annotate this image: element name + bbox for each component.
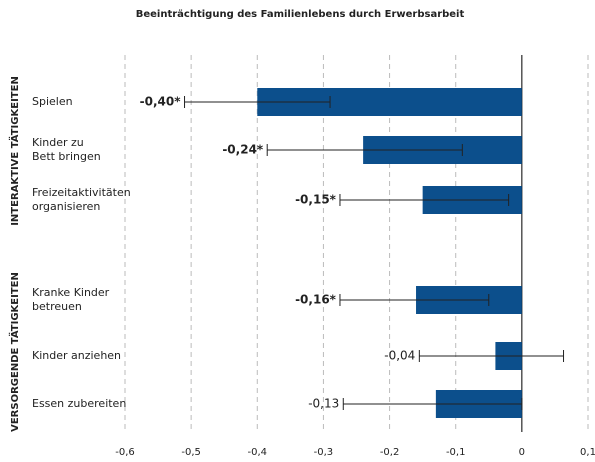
- category-line: Essen zubereiten: [32, 397, 126, 410]
- category-line: Bett bringen: [32, 150, 101, 163]
- category-line: organisieren: [32, 200, 100, 213]
- error-bar: [418, 350, 565, 362]
- error-bar: [184, 96, 331, 108]
- category-label: Freizeitaktivitäten organisieren: [32, 186, 131, 213]
- category-label: Kinder zu Bett bringen: [32, 136, 101, 163]
- error-bar: [266, 144, 463, 156]
- x-tick-label: -0,5: [181, 447, 201, 458]
- x-tick-label: 0: [519, 447, 525, 458]
- category-line: betreuen: [32, 300, 82, 313]
- x-tick-label: -0,3: [314, 447, 334, 458]
- chart-title: Beeinträchtigung des Familienlebens durc…: [136, 9, 465, 20]
- value-label: -0,24*: [222, 143, 264, 157]
- x-tick-label: 0,1: [580, 447, 595, 458]
- error-bar: [342, 398, 523, 410]
- category-label: Spielen: [32, 95, 73, 108]
- value-label: -0,13: [308, 397, 339, 411]
- x-tick-label: -0,6: [115, 447, 135, 458]
- x-tick-label: -0,1: [446, 447, 466, 458]
- category-line: Kranke Kinder: [32, 286, 110, 299]
- category-label: Kinder anziehen: [32, 349, 121, 362]
- x-tick-label: -0,2: [380, 447, 400, 458]
- category-label: Essen zubereiten: [32, 397, 126, 410]
- category-line: Spielen: [32, 95, 73, 108]
- x-tick-label: -0,4: [248, 447, 268, 458]
- value-label: -0,04: [384, 349, 415, 363]
- value-label: -0,15*: [295, 193, 337, 207]
- category-line: Kinder zu: [32, 136, 84, 149]
- category-line: Kinder anziehen: [32, 349, 121, 362]
- value-label: -0,16*: [295, 293, 337, 307]
- group-label: VERSORGENDE TÄTIGKEITEN: [7, 272, 21, 432]
- value-label: -0,40*: [140, 95, 182, 109]
- error-bar: [339, 294, 490, 306]
- category-label: Kranke Kinder betreuen: [32, 286, 110, 313]
- group-label: INTERAKTIVE TÄTIGKEITEN: [7, 76, 21, 226]
- error-bar: [339, 194, 510, 206]
- category-line: Freizeitaktivitäten: [32, 186, 131, 199]
